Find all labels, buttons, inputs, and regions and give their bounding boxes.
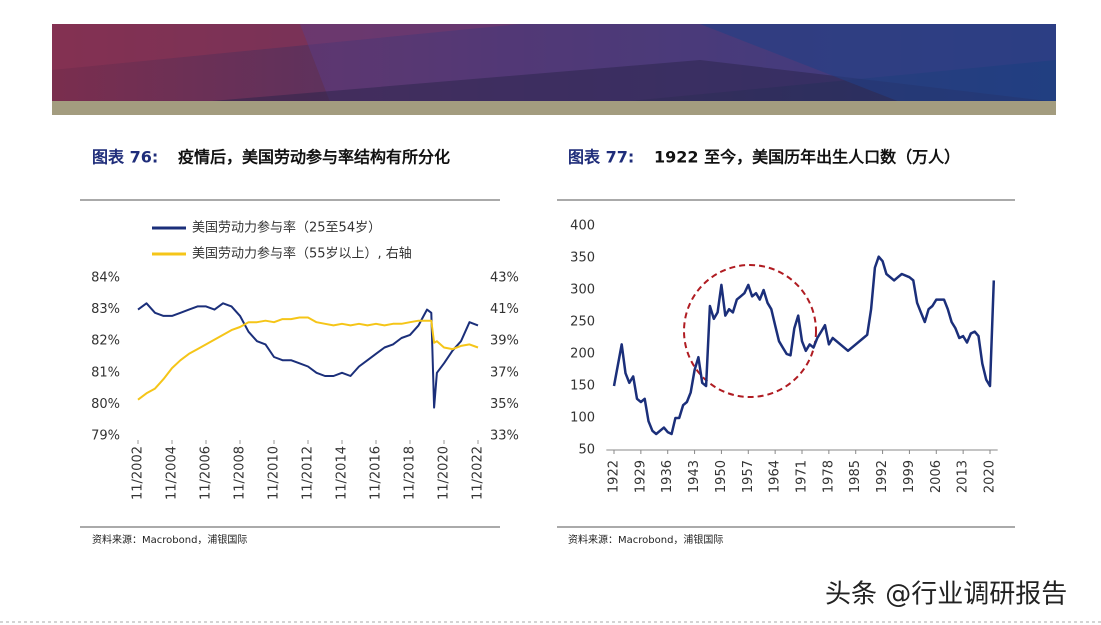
x-tick-label: 1957 [741,460,756,493]
y2-tick-label: 43% [490,271,519,286]
x-tick-label: 1985 [848,460,863,493]
banner [52,24,1056,115]
y2-tick-label: 37% [490,365,519,380]
data-line [137,316,479,401]
x-tick-label: 1992 [875,460,890,493]
x-tick-label: 1936 [660,460,675,493]
x-tick-label: 11/2018 [403,446,418,500]
y2-tick-label: 41% [490,302,519,317]
figure-label: 图表 77: [568,148,634,167]
y-tick-label: 80% [91,397,120,412]
y-tick-label: 83% [91,302,120,317]
x-tick-label: 11/2012 [301,446,316,500]
x-tick-label: 1964 [768,460,783,493]
watermark: 头条 @行业调研报告 [825,580,1067,610]
legend-label: 美国劳动力参与率（55岁以上）, 右轴 [192,246,412,262]
x-tick-label: 11/2008 [233,446,248,500]
x-tick-label: 11/2022 [471,446,486,500]
y-tick-label: 84% [91,271,120,286]
x-tick-label: 1929 [633,460,648,493]
y-tick-label: 350 [570,251,595,266]
x-tick-label: 11/2014 [335,446,350,500]
figure-label: 图表 76: [92,148,158,167]
y-tick-label: 50 [578,443,595,458]
y-tick-label: 82% [91,334,120,349]
y-tick-label: 250 [570,315,595,330]
x-tick-label: 1999 [902,460,917,493]
y2-tick-label: 35% [490,397,519,412]
y-tick-label: 400 [570,219,595,234]
x-tick-label: 1943 [687,460,702,493]
x-tick-label: 2020 [983,460,998,493]
figure-title: 疫情后，美国劳动参与率结构有所分化 [178,148,450,167]
y-tick-label: 100 [570,411,595,426]
y-tick-label: 81% [91,365,120,380]
data-line [612,255,996,436]
y-tick-label: 300 [570,283,595,298]
x-tick-label: 1950 [714,460,729,493]
y2-tick-label: 33% [490,429,519,444]
x-tick-label: 11/2004 [165,446,180,500]
x-tick-label: 2013 [956,460,971,493]
x-tick-label: 11/2010 [267,446,282,500]
x-tick-label: 11/2002 [131,446,146,500]
y-tick-label: 79% [91,429,120,444]
source: 资料来源：Macrobond，浦银国际 [92,533,247,546]
highlight-circle [683,264,817,398]
x-tick-label: 1922 [607,460,622,493]
y-tick-label: 150 [570,379,595,394]
figure-title: 1922 至今，美国历年出生人口数（万人） [654,148,960,167]
y2-tick-label: 39% [490,334,519,349]
x-tick-label: 11/2016 [369,446,384,500]
x-tick-label: 1978 [821,460,836,493]
x-tick-label: 11/2006 [199,446,214,500]
x-tick-label: 11/2020 [437,446,452,500]
y-tick-label: 200 [570,347,595,362]
data-line [137,302,479,409]
legend-label: 美国劳动力参与率（25至54岁） [192,220,381,236]
x-tick-label: 2006 [929,460,944,493]
source: 资料来源：Macrobond，浦银国际 [568,533,723,546]
x-tick-label: 1971 [795,460,810,493]
